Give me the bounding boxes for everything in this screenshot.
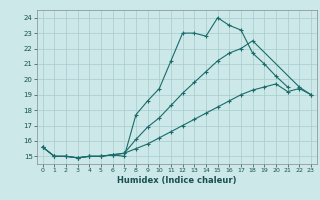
X-axis label: Humidex (Indice chaleur): Humidex (Indice chaleur)	[117, 176, 236, 185]
